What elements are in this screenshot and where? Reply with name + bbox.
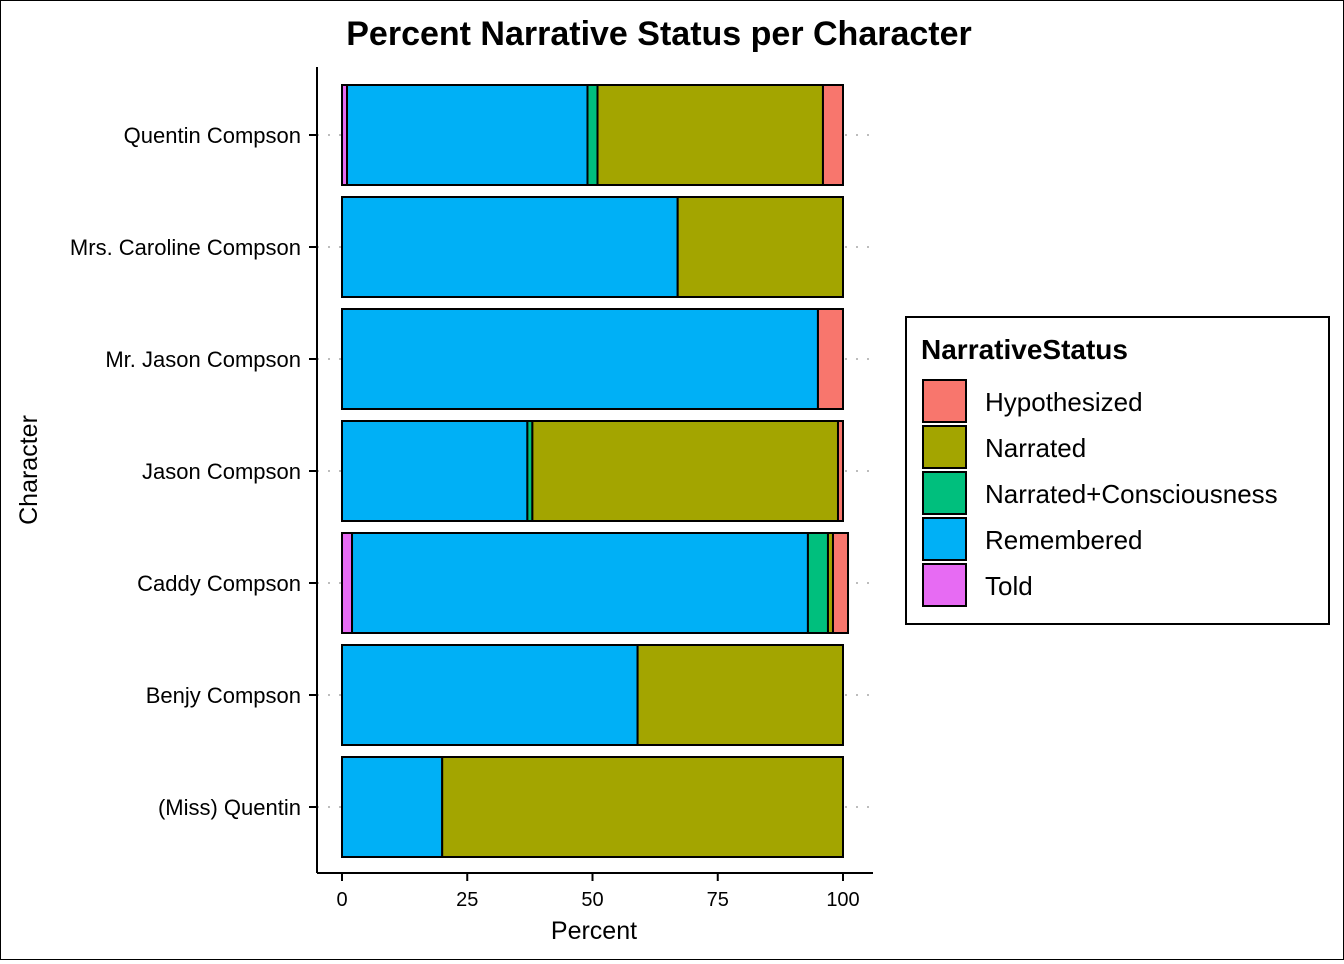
x-tick-label-0: 0 <box>336 889 347 911</box>
bar-segment-mr-jason-compson-hypothesized <box>816 308 845 410</box>
bar-segment-miss-quentin-narrated <box>441 756 844 858</box>
legend-label-remembered: Remembered <box>985 525 1143 555</box>
bar-segment-caddy-compson-hypothesized <box>831 532 850 634</box>
x-tick-label-100: 100 <box>826 889 859 911</box>
x-axis-ticks: 0 25 50 75 100 <box>336 873 860 911</box>
bar-segment-mr-jason-compson-remembered <box>341 308 819 410</box>
legend-box <box>905 316 1330 625</box>
legend-label-told: Told <box>985 571 1033 601</box>
bar-segment-jason-compson-narrated <box>531 420 839 522</box>
bar-segment-caddy-compson-narrated-consciousness <box>806 532 829 634</box>
bar-segment-caddy-compson-told <box>341 532 354 634</box>
bar-segment-jason-compson-hypothesized <box>836 420 844 522</box>
x-tick-label-75: 75 <box>707 889 729 911</box>
bar-segment-benjy-compson-remembered <box>341 644 639 746</box>
y-tick-label-quentin-compson: Quentin Compson <box>124 123 301 148</box>
bars-layer <box>341 84 850 858</box>
legend-swatch-told <box>922 563 967 607</box>
legend-label-narrated: Narrated <box>985 433 1086 463</box>
bar-segment-benjy-compson-narrated <box>636 644 845 746</box>
legend: NarrativeStatus Hypothesized Narrated Narr… <box>905 316 1330 625</box>
bar-segment-quentin-compson-hypothesized <box>821 84 845 186</box>
legend-items: Hypothesized Narrated Narrated+Consciousne… <box>922 379 1278 607</box>
x-tick-label-50: 50 <box>581 889 603 911</box>
bar-segment-jason-compson-remembered <box>341 420 529 522</box>
y-tick-label-miss-quentin: (Miss) Quentin <box>158 795 301 820</box>
legend-swatch-narrated-consciousness <box>922 471 967 515</box>
bar-segment-mrs-caroline-compson-remembered <box>341 196 679 298</box>
legend-label-hypothesized: Hypothesized <box>985 387 1143 417</box>
y-axis-ticks: Quentin Compson Mrs. Caroline Compson Mr. … <box>70 123 317 820</box>
legend-swatch-hypothesized <box>922 379 967 423</box>
y-axis-title: Character <box>15 415 43 525</box>
bar-segment-mrs-caroline-compson-narrated <box>676 196 844 298</box>
y-tick-label-mr-jason-compson: Mr. Jason Compson <box>105 347 301 372</box>
x-tick-label-25: 25 <box>456 889 478 911</box>
bar-segment-quentin-compson-narrated-consciousness <box>586 84 599 186</box>
bar-segment-caddy-compson-remembered <box>351 532 809 634</box>
legend-title: NarrativeStatus <box>921 334 1128 365</box>
legend-swatch-narrated <box>922 425 967 469</box>
bar-segment-quentin-compson-narrated <box>596 84 824 186</box>
chart-title: Percent Narrative Status per Character <box>346 15 972 53</box>
y-tick-label-caddy-compson: Caddy Compson <box>137 571 301 596</box>
y-tick-label-jason-compson: Jason Compson <box>142 459 301 484</box>
legend-label-narrated-consciousness: Narrated+Consciousness <box>985 479 1278 509</box>
y-tick-label-benjy-compson: Benjy Compson <box>146 683 301 708</box>
bar-segment-quentin-compson-remembered <box>346 84 589 186</box>
x-axis-title: Percent <box>551 917 637 945</box>
bar-segment-miss-quentin-remembered <box>341 756 444 858</box>
y-tick-label-mrs-caroline-compson: Mrs. Caroline Compson <box>70 235 301 260</box>
legend-swatch-remembered <box>922 517 967 561</box>
